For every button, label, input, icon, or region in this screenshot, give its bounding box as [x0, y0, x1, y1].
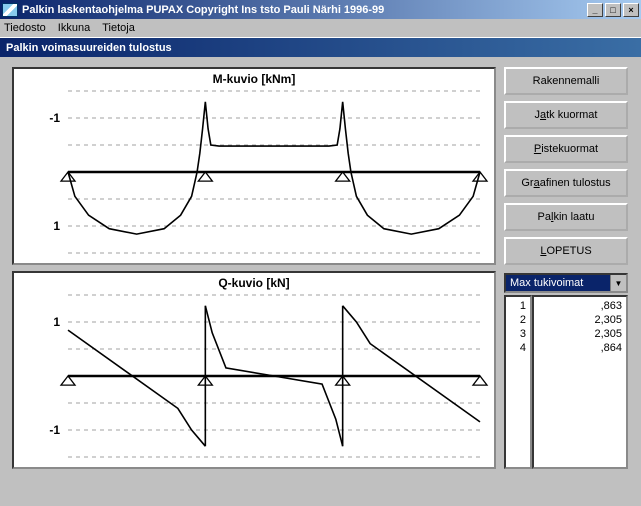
chart-m-diagram: M-kuvio [kNm] -1 1: [12, 67, 496, 265]
table-row: 2: [510, 313, 526, 327]
table-row: 2,305: [538, 327, 622, 341]
window-title: Palkin laskentaohjelma PUPAX Copyright I…: [22, 4, 587, 16]
table-row: 3: [510, 327, 526, 341]
results-table: 1234 ,8632,3052,305,864: [504, 295, 628, 469]
rakennemalli-button[interactable]: Rakennemalli: [504, 67, 628, 95]
svg-text:-1: -1: [49, 111, 60, 125]
svg-text:1: 1: [53, 315, 60, 329]
results-index-column: 1234: [504, 295, 532, 469]
svg-text:-1: -1: [49, 423, 60, 437]
dropdown-container: Max tukivoimat ▼: [504, 273, 628, 293]
palkin-laatu-button[interactable]: Palkin laatu: [504, 203, 628, 231]
table-row: 1: [510, 299, 526, 313]
dropdown-selected: Max tukivoimat: [510, 277, 583, 289]
menu-ikkuna[interactable]: Ikkuna: [58, 22, 90, 34]
maximize-button[interactable]: □: [605, 3, 621, 17]
graafinen-tulostus-button[interactable]: Graafinen tulostus: [504, 169, 628, 197]
close-button[interactable]: ×: [623, 3, 639, 17]
menu-tietoja[interactable]: Tietoja: [102, 22, 135, 34]
max-tukivoimat-dropdown[interactable]: Max tukivoimat ▼: [504, 273, 628, 293]
button-sidebar: Rakennemalli Jatk kuormat Pistekuormat G…: [504, 67, 628, 271]
panel-title: Palkin voimasuureiden tulostus: [0, 38, 641, 57]
minimize-button[interactable]: _: [587, 3, 603, 17]
jatk-kuormat-button[interactable]: Jatk kuormat: [504, 101, 628, 129]
table-row: ,864: [538, 341, 622, 355]
pistekuormat-button[interactable]: Pistekuormat: [504, 135, 628, 163]
client-area: M-kuvio [kNm] -1 1 Q-kuvio [kN] 1 -1 Rakenne…: [0, 57, 641, 506]
svg-text:Q-kuvio [kN]: Q-kuvio [kN]: [218, 276, 289, 290]
menu-tiedosto[interactable]: Tiedosto: [4, 22, 46, 34]
menubar: Tiedosto Ikkuna Tietoja: [0, 19, 641, 38]
svg-text:M-kuvio [kNm]: M-kuvio [kNm]: [213, 72, 296, 86]
panel-title-text: Palkin voimasuureiden tulostus: [6, 42, 172, 54]
titlebar: Palkin laskentaohjelma PUPAX Copyright I…: [0, 0, 641, 19]
chart-q-diagram: Q-kuvio [kN] 1 -1: [12, 271, 496, 469]
lopetus-button[interactable]: LOPETUS: [504, 237, 628, 265]
table-row: ,863: [538, 299, 622, 313]
app-icon: [2, 3, 18, 17]
chevron-down-icon: ▼: [610, 275, 626, 291]
table-row: 2,305: [538, 313, 622, 327]
svg-text:1: 1: [53, 219, 60, 233]
table-row: 4: [510, 341, 526, 355]
results-value-column: ,8632,3052,305,864: [532, 295, 628, 469]
